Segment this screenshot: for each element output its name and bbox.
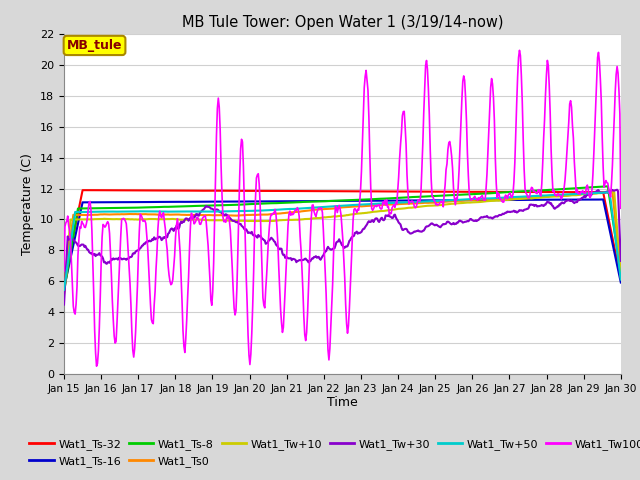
Y-axis label: Temperature (C): Temperature (C): [22, 153, 35, 255]
X-axis label: Time: Time: [327, 396, 358, 408]
Title: MB Tule Tower: Open Water 1 (3/19/14-now): MB Tule Tower: Open Water 1 (3/19/14-now…: [182, 15, 503, 30]
Text: MB_tule: MB_tule: [67, 39, 122, 52]
Legend: Wat1_Ts-32, Wat1_Ts-16, Wat1_Ts-8, Wat1_Ts0, Wat1_Tw+10, Wat1_Tw+30, Wat1_Tw+50,: Wat1_Ts-32, Wat1_Ts-16, Wat1_Ts-8, Wat1_…: [25, 435, 640, 471]
